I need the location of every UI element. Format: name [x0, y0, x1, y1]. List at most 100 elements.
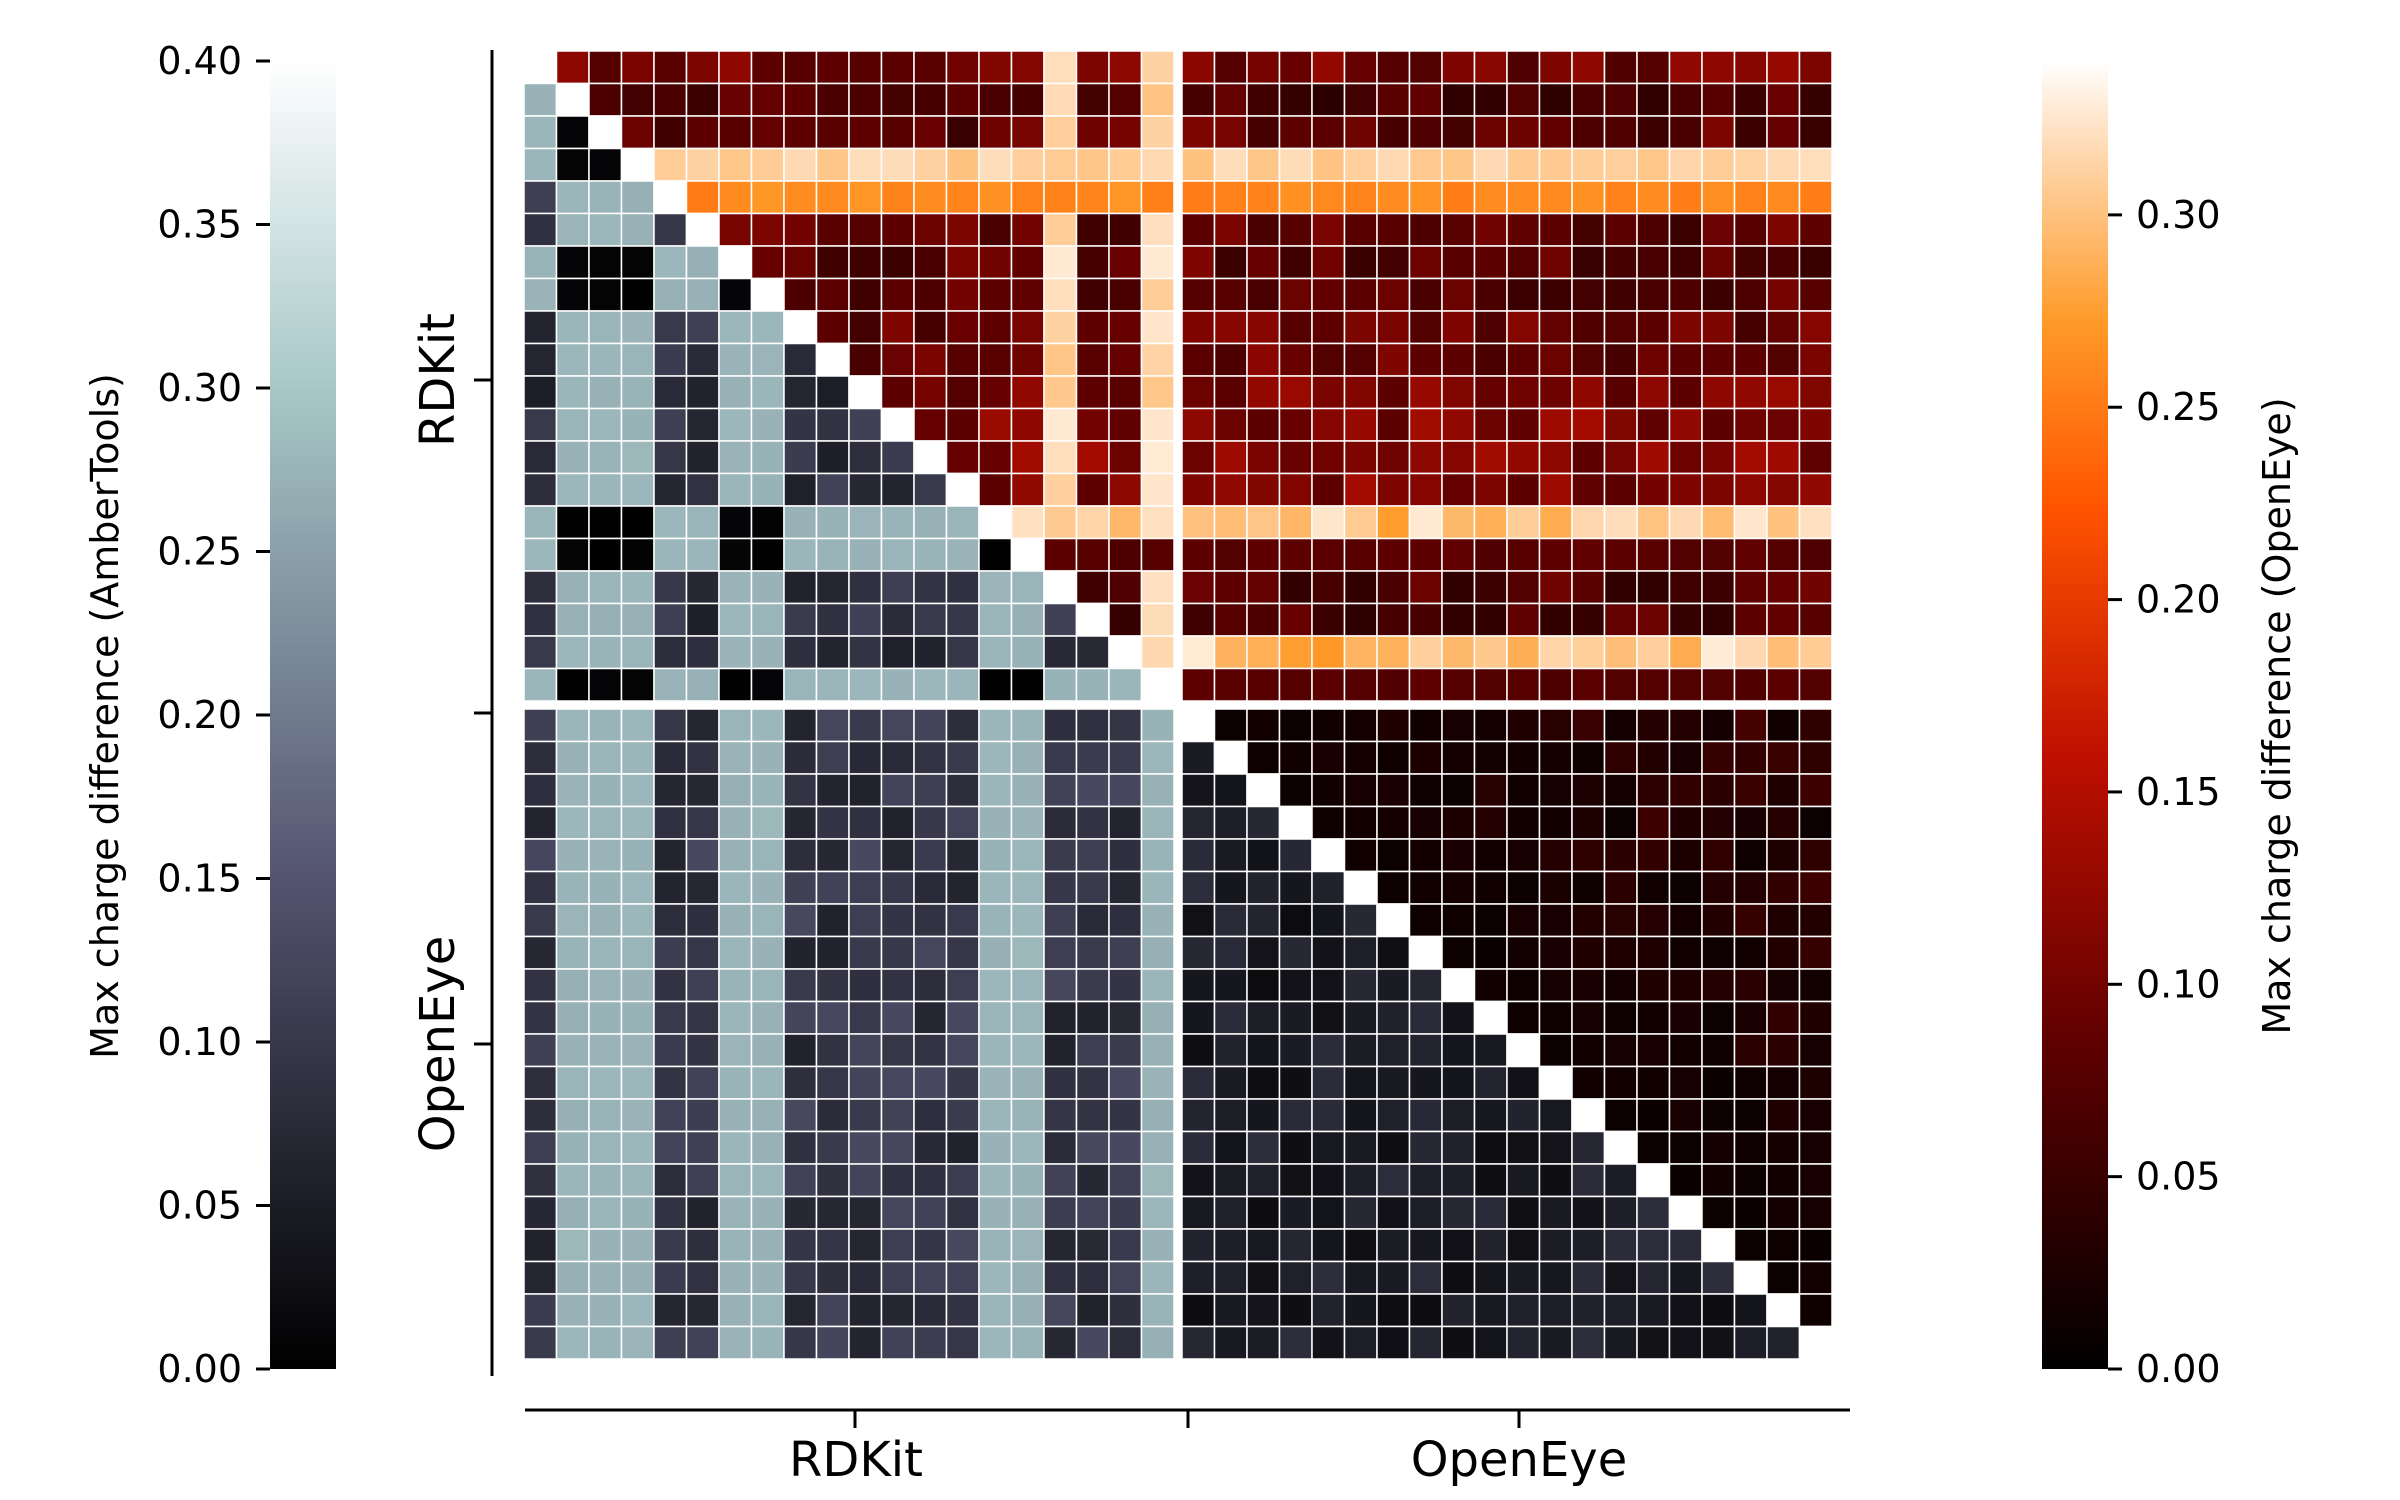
heatmap-cell: [653, 1033, 688, 1068]
heatmap-cell: [1733, 602, 1768, 637]
heatmap-cell: [1473, 635, 1508, 670]
heatmap-cell: [1181, 1065, 1216, 1100]
heatmap-cell: [1538, 602, 1573, 637]
heatmap-cell: [1075, 50, 1110, 85]
heatmap-cell: [1538, 968, 1573, 1003]
heatmap-cell: [1603, 407, 1638, 442]
heatmap-cell: [1766, 1195, 1801, 1230]
heatmap-cell: [685, 115, 720, 150]
colorbar-tick-label: 0.10: [2136, 962, 2221, 1006]
heatmap-cell: [1798, 245, 1833, 280]
heatmap-cell: [1343, 180, 1378, 215]
heatmap-cell: [1108, 1065, 1143, 1100]
heatmap-cell: [783, 115, 818, 150]
heatmap-cell: [815, 870, 850, 905]
heatmap-cell: [1408, 505, 1443, 540]
heatmap-cell: [815, 342, 850, 377]
heatmap-cell: [523, 1065, 558, 1100]
heatmap-cell: [913, 82, 948, 117]
heatmap-cell: [1701, 440, 1736, 475]
heatmap-cell: [620, 708, 655, 743]
heatmap-cell: [1636, 407, 1671, 442]
heatmap-cell: [1668, 1195, 1703, 1230]
heatmap-cell: [1766, 935, 1801, 970]
heatmap-cell: [1140, 570, 1175, 605]
heatmap-cell: [685, 903, 720, 938]
heatmap-cell: [1010, 50, 1045, 85]
heatmap-cell: [1473, 50, 1508, 85]
heatmap-cell: [1538, 773, 1573, 808]
heatmap-cell: [1441, 805, 1476, 840]
heatmap-cell: [1473, 935, 1508, 970]
heatmap-cell: [1108, 903, 1143, 938]
heatmap-cell: [1506, 407, 1541, 442]
heatmap-cell: [1603, 440, 1638, 475]
heatmap-cell: [1571, 1293, 1606, 1328]
heatmap-cell: [1246, 212, 1281, 247]
heatmap-cell: [1010, 1293, 1045, 1328]
heatmap-cell: [880, 82, 915, 117]
heatmap-cell: [1140, 375, 1175, 410]
heatmap-cell: [783, 1163, 818, 1198]
heatmap-cell: [1213, 968, 1248, 1003]
heatmap-cell: [653, 407, 688, 442]
heatmap-cell: [913, 773, 948, 808]
heatmap-cell: [620, 375, 655, 410]
heatmap-cell: [1733, 1000, 1768, 1035]
heatmap-cell: [1668, 667, 1703, 702]
heatmap-cell: [1311, 472, 1346, 507]
heatmap-cell: [1636, 82, 1671, 117]
heatmap-cell: [1075, 635, 1110, 670]
heatmap-cell: [1075, 805, 1110, 840]
heatmap-cell: [1766, 1130, 1801, 1165]
heatmap-cell: [945, 407, 980, 442]
heatmap-cell: [1311, 277, 1346, 312]
heatmap-cell: [1108, 1260, 1143, 1295]
heatmap-cell: [1766, 1163, 1801, 1198]
heatmap-cell: [1075, 968, 1110, 1003]
heatmap-cell: [1311, 1195, 1346, 1230]
heatmap-cell: [945, 472, 980, 507]
heatmap-cell: [1733, 1325, 1768, 1360]
heatmap-cell: [1441, 375, 1476, 410]
heatmap-cell: [945, 635, 980, 670]
heatmap-cell: [848, 310, 883, 345]
heatmap-cell: [1473, 773, 1508, 808]
heatmap-cell: [1473, 472, 1508, 507]
colorbar-tick-label: 0.00: [2136, 1347, 2221, 1391]
heatmap-cell: [750, 180, 785, 215]
heatmap-cell: [1668, 968, 1703, 1003]
heatmap-cell: [1571, 82, 1606, 117]
heatmap-cell: [880, 407, 915, 442]
heatmap-cell: [1636, 838, 1671, 873]
heatmap-cell: [1733, 1195, 1768, 1230]
heatmap-cell: [1766, 472, 1801, 507]
heatmap-cell: [1376, 245, 1411, 280]
heatmap-cell: [1668, 115, 1703, 150]
heatmap-cell: [1408, 277, 1443, 312]
heatmap-cell: [1181, 310, 1216, 345]
heatmap-cell: [1043, 1098, 1078, 1133]
heatmap-cell: [848, 805, 883, 840]
heatmap-cell: [1538, 1033, 1573, 1068]
heatmap-cell: [1733, 1130, 1768, 1165]
heatmap-cell: [620, 1260, 655, 1295]
amber-colorbar-label: Max charge difference (AmberTools): [83, 373, 127, 1059]
heatmap-cell: [1538, 1098, 1573, 1133]
heatmap-cell: [1181, 773, 1216, 808]
heatmap-cell: [1311, 440, 1346, 475]
heatmap-cell: [1376, 342, 1411, 377]
heatmap-cell: [880, 602, 915, 637]
heatmap-cell: [1441, 1163, 1476, 1198]
heatmap-cell: [1603, 805, 1638, 840]
heatmap-cell: [913, 277, 948, 312]
heatmap-cell: [783, 1098, 818, 1133]
heatmap-cell: [1506, 375, 1541, 410]
heatmap-cell: [1798, 440, 1833, 475]
heatmap-cell: [1766, 1293, 1801, 1328]
heatmap-cell: [783, 1000, 818, 1035]
heatmap-cell: [523, 115, 558, 150]
heatmap-cell: [1376, 505, 1411, 540]
heatmap-cell: [848, 773, 883, 808]
heatmap-cell: [588, 1163, 623, 1198]
